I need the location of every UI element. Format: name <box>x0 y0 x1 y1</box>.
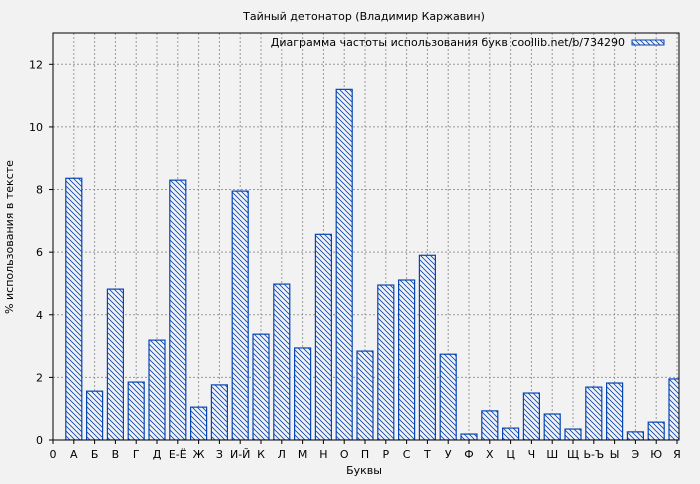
bars <box>65 88 679 440</box>
x-tick-label: Ш <box>546 448 558 461</box>
x-tick-label: Ч <box>528 448 536 461</box>
x-tick-label: Е-Ё <box>169 448 187 461</box>
bar-Б <box>85 390 104 440</box>
x-tick-label: У <box>445 448 452 461</box>
chart-title: Тайный детонатор (Владимир Каржавин) <box>242 10 485 23</box>
bar-Ю <box>647 421 665 440</box>
bar-Ж <box>190 406 208 440</box>
bar-М <box>294 347 312 440</box>
x-tick-label: Я <box>673 448 681 461</box>
bar-Щ <box>564 428 582 440</box>
x-tick-label: Д <box>153 448 162 461</box>
bar-С <box>398 279 416 440</box>
y-tick-label: 6 <box>36 246 43 259</box>
x-tick-label: Г <box>133 448 140 461</box>
x-tick-label: Ф <box>464 448 473 461</box>
x-tick-label: Ц <box>506 448 515 461</box>
bar-Ь-Ъ <box>585 386 603 440</box>
bar-Н <box>314 233 332 440</box>
bar-В <box>106 288 125 440</box>
bar-Л <box>273 283 291 440</box>
x-tick-label: Л <box>278 448 286 461</box>
x-tick-label: А <box>70 448 78 461</box>
x-tick-label: С <box>403 448 411 461</box>
bar-Э <box>626 431 645 440</box>
x-tick-label: Ж <box>193 448 205 461</box>
y-tick-label: 12 <box>29 58 43 71</box>
bar-Р <box>377 284 395 440</box>
bar-Ш <box>543 413 561 440</box>
x-tick-label: Б <box>91 448 99 461</box>
bar-Ы <box>605 382 624 440</box>
bar-Х <box>481 410 499 440</box>
bar-И-Й <box>231 190 249 440</box>
x-tick-label: Р <box>382 448 389 461</box>
grid <box>53 33 679 440</box>
bar-Ц <box>502 427 520 440</box>
plot-frame <box>52 32 680 441</box>
x-tick-label: Н <box>319 448 327 461</box>
x-tick-label: З <box>216 448 223 461</box>
x-axis-label: Буквы <box>346 464 382 477</box>
bar-Ф <box>460 433 478 440</box>
x-tick-label: Ы <box>610 448 620 461</box>
x-tick-label: М <box>298 448 308 461</box>
y-tick-label: 8 <box>36 184 43 197</box>
x-tick-label: Э <box>632 448 640 461</box>
x-tick-label: Х <box>486 448 494 461</box>
bar-Т <box>418 254 436 440</box>
legend-swatch <box>631 39 665 46</box>
x-tick-label: О <box>340 448 349 461</box>
y-tick-label: 4 <box>36 309 43 322</box>
bar-Г <box>127 381 145 440</box>
x-tick-label: Ь-Ъ <box>583 448 604 461</box>
legend-label: Диаграмма частоты использования букв coo… <box>271 36 625 49</box>
bar-Я <box>668 378 679 440</box>
bar-Ч <box>522 392 541 440</box>
x-tick-label: П <box>361 448 369 461</box>
y-tick-label: 0 <box>36 434 43 447</box>
x-tick-label: К <box>257 448 265 461</box>
axes: 0 А Б В Г Д Е-Ё Ж З И-Й К Л М Н О П Р С Т У Ф Х Ц Ч Ш Щ Ь-Ъ Ы Э Ю Я024… <box>29 58 681 461</box>
x-tick-label: Ю <box>650 448 662 461</box>
bar-П <box>356 350 374 440</box>
y-tick-label: 10 <box>29 121 43 134</box>
bar-О <box>335 88 353 440</box>
bar-Д <box>148 339 166 440</box>
y-tick-label: 2 <box>36 371 43 384</box>
bar-Е-Ё <box>169 179 187 440</box>
bar-У <box>439 353 457 440</box>
bar-К <box>252 333 270 440</box>
legend: Диаграмма частоты использования букв coo… <box>271 36 665 49</box>
x-tick-label: В <box>112 448 120 461</box>
x-tick-label: И-Й <box>230 448 250 461</box>
x-tick-label: 0 <box>50 448 57 461</box>
x-tick-label: Т <box>423 448 431 461</box>
bar-З <box>210 384 228 440</box>
y-axis-label: % использования в тексте <box>3 160 16 314</box>
bar-А <box>65 177 83 440</box>
x-tick-label: Щ <box>567 448 579 461</box>
